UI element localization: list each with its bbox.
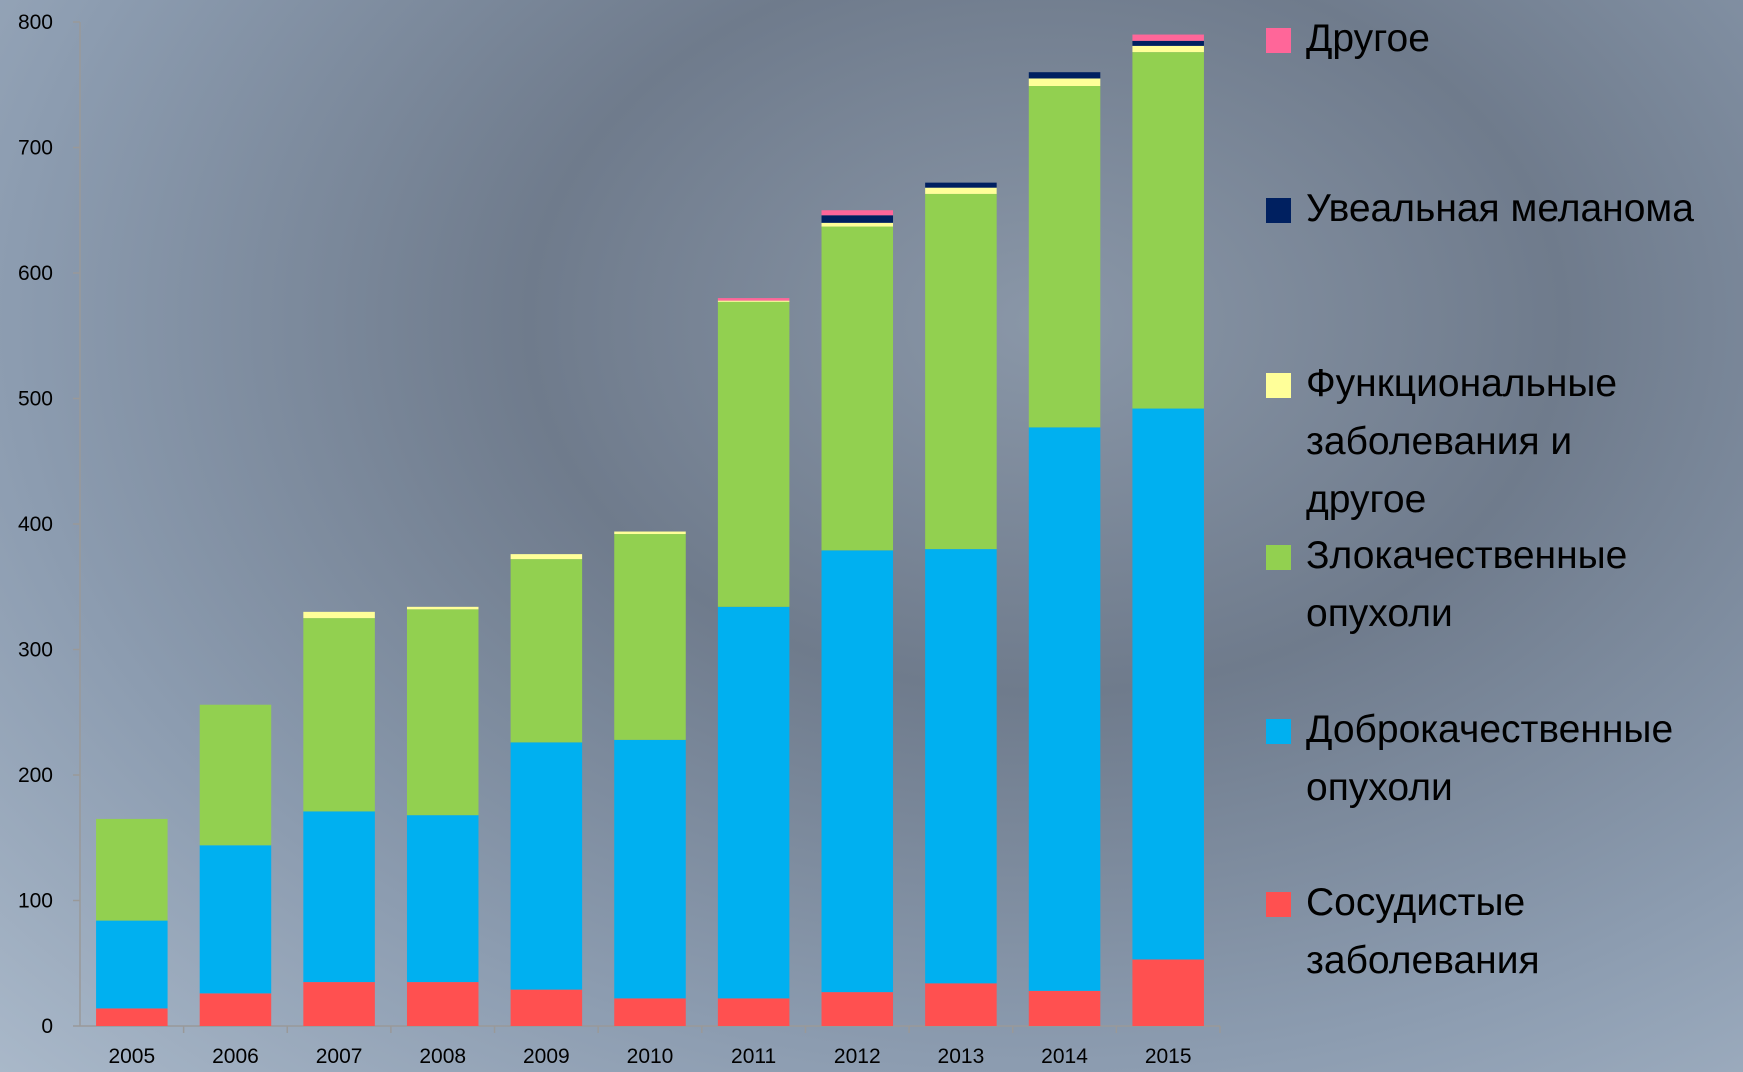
x-tick-label: 2006 [212, 1045, 259, 1068]
bar-segment [96, 920, 168, 1009]
bar-segment [199, 845, 272, 994]
x-tick-label: 2013 [938, 1045, 985, 1068]
bar-segment [406, 606, 479, 610]
y-tick-label: 0 [41, 1015, 53, 1038]
bar-segment [406, 609, 479, 816]
bar-segment [510, 559, 583, 743]
bar-segment [614, 534, 686, 740]
legend-label: Увеальная меланома [1306, 187, 1694, 230]
bar-segment [1132, 408, 1204, 960]
bar-segment [303, 811, 375, 983]
y-tick-label: 100 [18, 890, 53, 913]
bar-segment [96, 1008, 168, 1026]
x-tick-label: 2007 [316, 1045, 363, 1068]
bar-segment [925, 187, 997, 194]
bar-segment [717, 606, 790, 999]
legend-swatch [1266, 545, 1291, 570]
bar-segment [925, 193, 997, 550]
bar-segment [406, 815, 479, 983]
bar-segment [925, 549, 997, 984]
bar-segment [717, 298, 790, 301]
bar-segment [303, 982, 375, 1026]
bar-segment [821, 215, 894, 223]
bar-segment [1132, 959, 1204, 1026]
x-tick-label: 2012 [834, 1045, 881, 1068]
bar-segment [614, 739, 686, 999]
y-tick-label: 200 [18, 764, 53, 787]
bar-segment [717, 998, 790, 1026]
bar-segment [821, 226, 894, 551]
bar-segment [199, 704, 272, 846]
x-tick-label: 2011 [731, 1045, 776, 1068]
bar-segment [925, 983, 997, 1026]
bar-segment [1132, 34, 1204, 41]
x-tick-label: 2005 [108, 1045, 155, 1068]
legend-swatch [1266, 198, 1291, 223]
legend-swatch [1266, 373, 1291, 398]
bar-segment [510, 554, 583, 560]
y-tick-label: 600 [18, 262, 53, 285]
bar-segment [1028, 86, 1101, 428]
bar-segment [614, 531, 686, 535]
legend-label: Доброкачественные опухоли [1306, 708, 1674, 809]
bar-segment [510, 989, 583, 1026]
legend-swatch [1266, 719, 1291, 744]
bar-segment [1028, 78, 1101, 87]
bar-segment [821, 992, 894, 1026]
bar-segment [199, 993, 272, 1026]
bar-segment [510, 742, 583, 990]
bar-segment [1132, 52, 1204, 409]
legend-label: Злокачественные опухоли [1306, 534, 1628, 635]
bar-segment [1028, 72, 1101, 79]
y-tick-label: 700 [18, 137, 53, 160]
bar-segment [303, 611, 375, 619]
bar-segment [821, 222, 894, 227]
legend-label: Функциональные заболевания и другое [1306, 362, 1618, 521]
x-tick-label: 2015 [1145, 1045, 1192, 1068]
bar-segment [821, 550, 894, 993]
y-tick-label: 300 [18, 639, 53, 662]
bar-segment [1132, 45, 1204, 53]
x-tick-label: 2010 [627, 1045, 674, 1068]
y-tick-label: 500 [18, 388, 53, 411]
legend-label: Другое [1306, 17, 1430, 60]
bar-segment [1028, 990, 1101, 1026]
x-tick-label: 2014 [1041, 1045, 1088, 1068]
bar-segment [717, 301, 790, 607]
legend-label: Сосудистые заболевания [1306, 881, 1540, 982]
bar-segment [1028, 427, 1101, 991]
y-tick-label: 400 [18, 513, 53, 536]
legend-swatch [1266, 892, 1291, 917]
bar-segment [303, 618, 375, 812]
y-tick-label: 800 [18, 11, 53, 34]
legend-swatch [1266, 28, 1291, 53]
bar-segment [406, 982, 479, 1026]
bar-segment [1132, 40, 1204, 46]
bar-segment [96, 818, 168, 921]
bar-segment [925, 182, 997, 188]
bar-segment [821, 210, 894, 216]
x-tick-label: 2009 [523, 1045, 570, 1068]
bar-segment [614, 998, 686, 1026]
x-tick-label: 2008 [419, 1045, 466, 1068]
bar-segment [717, 300, 790, 302]
